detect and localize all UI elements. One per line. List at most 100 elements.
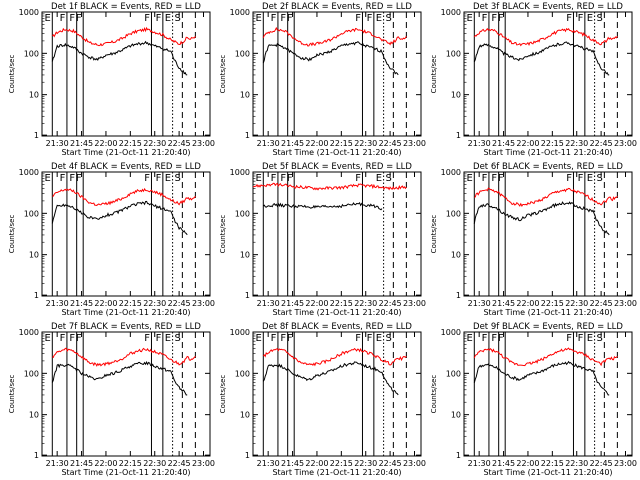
y-tick-label: 1000 <box>230 8 250 17</box>
lld-series-line <box>253 182 407 191</box>
panel-title: Det 7f BLACK = Events, RED = LLD <box>51 322 201 332</box>
event-marker-label: E <box>587 173 593 184</box>
x-tick-label: 23:00 <box>403 299 426 308</box>
x-tick-label: 21:45 <box>70 459 93 468</box>
x-tick-label: 22:45 <box>379 459 402 468</box>
y-tick-label: 100 <box>446 49 461 58</box>
x-tick-label: 22:15 <box>541 459 564 468</box>
event-marker-label: F <box>76 173 82 184</box>
x-tick-label: 22:15 <box>119 459 142 468</box>
x-tick-label: 22:45 <box>590 459 613 468</box>
x-axis-label: Start Time (21-Oct-11 21:20:40) <box>483 308 612 317</box>
event-marker-label: F <box>355 173 361 184</box>
x-axis-label: Start Time (21-Oct-11 21:20:40) <box>61 148 190 157</box>
events-series-line <box>473 360 610 396</box>
y-tick-label: 1000 <box>441 8 461 17</box>
x-tick-label: 22:00 <box>516 139 539 148</box>
plot-frame <box>463 171 633 297</box>
panel-title: Det 4f BLACK = Events, RED = LLD <box>51 162 201 172</box>
panel-title: Det 5f BLACK = Events, RED = LLD <box>262 162 412 172</box>
plot-frame <box>463 11 633 137</box>
x-tick-label: 21:30 <box>468 299 491 308</box>
lld-series-line <box>474 187 618 207</box>
y-tick-label: 100 <box>446 209 461 218</box>
panel-det-5: Det 5f BLACK = Events, RED = LLD 1 10 100 10… <box>219 162 426 317</box>
y-tick-label: 1000 <box>441 328 461 337</box>
y-tick-label: 1 <box>34 291 39 300</box>
x-tick-label: 22:45 <box>379 139 402 148</box>
event-marker-label: E <box>587 333 593 344</box>
x-tick-label: 22:30 <box>143 139 166 148</box>
panel-det-2: Det 2f BLACK = Events, RED = LLD 1 10 100 10… <box>219 2 426 157</box>
events-series-line <box>51 200 188 236</box>
panel-title: Det 8f BLACK = Events, RED = LLD <box>262 322 412 332</box>
event-marker-label: E <box>587 13 593 24</box>
x-tick-label: 22:45 <box>168 139 191 148</box>
x-axis-label: Start Time (21-Oct-11 21:20:40) <box>272 148 401 157</box>
y-axis-label: Counts/sec <box>430 55 438 94</box>
y-axis-label: Counts/sec <box>430 215 438 254</box>
x-tick-label: 22:00 <box>94 299 117 308</box>
y-tick-label: 1 <box>245 131 250 140</box>
event-marker-label: F <box>271 173 277 184</box>
y-tick-label: 10 <box>451 411 461 420</box>
x-tick-label: 21:45 <box>281 299 304 308</box>
x-tick-label: 21:45 <box>70 299 93 308</box>
event-marker-label: F <box>367 13 373 24</box>
lld-series-line <box>473 27 618 47</box>
x-tick-label: 22:45 <box>168 299 191 308</box>
event-marker-label: E <box>255 173 261 184</box>
event-marker-label: F <box>76 13 82 24</box>
x-tick-label: 22:00 <box>94 459 117 468</box>
panel-det-3: Det 3f BLACK = Events, RED = LLD 1 10 100 10… <box>430 2 637 157</box>
y-tick-label: 10 <box>29 251 39 260</box>
plot-frame <box>41 11 211 137</box>
lld-series-line <box>52 187 196 206</box>
x-tick-label: 21:30 <box>468 459 491 468</box>
y-tick-label: 10 <box>451 91 461 100</box>
x-tick-label: 23:00 <box>403 459 426 468</box>
event-marker-label: S <box>386 333 392 344</box>
panel-det-7: Det 7f BLACK = Events, RED = LLD 1 10 100 10… <box>8 322 215 477</box>
event-marker-label: E <box>44 333 50 344</box>
y-tick-label: 10 <box>240 251 250 260</box>
x-axis-label: Start Time (21-Oct-11 21:20:40) <box>483 148 612 157</box>
panel-det-4: Det 4f BLACK = Events, RED = LLD 1 10 100 10… <box>8 162 215 317</box>
x-tick-label: 22:00 <box>305 459 328 468</box>
x-tick-label: 22:30 <box>354 299 377 308</box>
event-marker-label: F <box>491 333 497 344</box>
event-marker-label: F <box>498 13 504 24</box>
event-marker-label: F <box>287 13 293 24</box>
x-tick-label: 22:45 <box>379 299 402 308</box>
event-marker-label: F <box>578 333 584 344</box>
event-marker-label: F <box>156 13 162 24</box>
y-axis-label: Counts/sec <box>8 215 16 254</box>
events-series-line <box>262 41 399 76</box>
y-tick-label: 10 <box>29 91 39 100</box>
event-marker-label: F <box>280 13 286 24</box>
event-marker-label: F <box>271 333 277 344</box>
panel-det-8: Det 8f BLACK = Events, RED = LLD 1 10 100 10… <box>219 322 426 477</box>
event-marker-label: F <box>482 173 488 184</box>
event-marker-label: S <box>597 13 603 24</box>
events-series-line <box>51 40 188 76</box>
y-axis-label: Counts/sec <box>219 375 227 414</box>
x-tick-label: 22:00 <box>305 139 328 148</box>
y-tick-label: 1 <box>245 451 250 460</box>
panel-det-6: Det 6f BLACK = Events, RED = LLD 1 10 100 10… <box>430 162 637 317</box>
x-tick-label: 21:30 <box>46 459 69 468</box>
event-marker-label: F <box>578 13 584 24</box>
x-axis-label: Start Time (21-Oct-11 21:20:40) <box>483 468 612 477</box>
event-marker-label: S <box>386 13 392 24</box>
event-marker-label: F <box>491 13 497 24</box>
x-tick-label: 22:15 <box>330 459 353 468</box>
x-tick-label: 22:30 <box>354 139 377 148</box>
event-marker-label: F <box>355 333 361 344</box>
event-marker-label: F <box>69 173 75 184</box>
event-marker-label: F <box>69 13 75 24</box>
x-tick-label: 22:30 <box>143 459 166 468</box>
event-marker-label: F <box>76 333 82 344</box>
x-axis-label: Start Time (21-Oct-11 21:20:40) <box>272 308 401 317</box>
events-series-line <box>473 201 610 236</box>
